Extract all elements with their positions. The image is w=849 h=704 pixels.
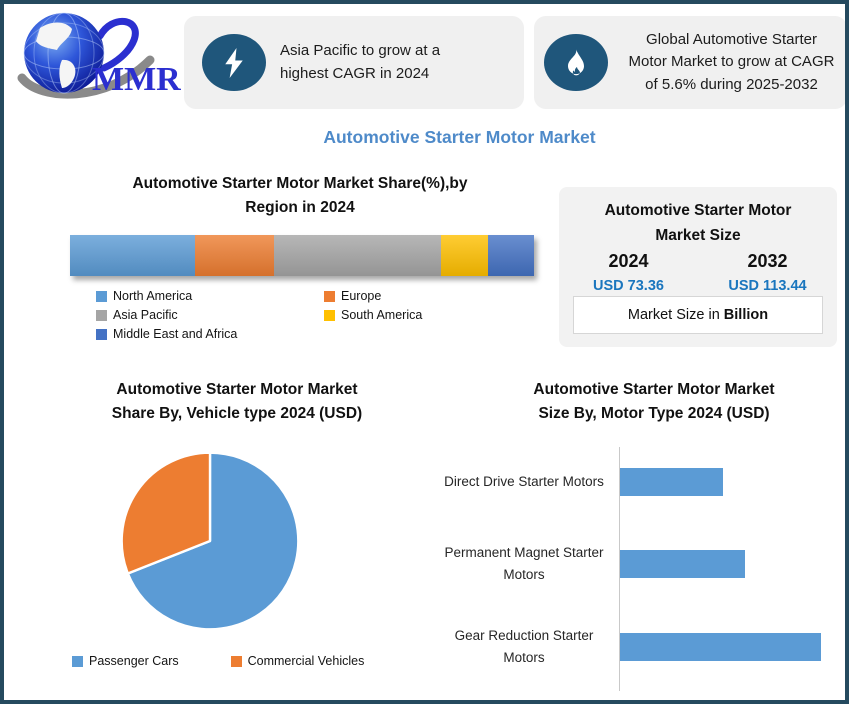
continent-south-america (59, 59, 76, 88)
hbar-bar (620, 550, 745, 578)
legend-label: Asia Pacific (113, 308, 178, 322)
hbar-category-label: Gear Reduction Starter Motors (454, 628, 594, 665)
motor-bar-chart: Direct Drive Starter Motors Permanent Mag… (434, 447, 839, 695)
text-line: Region in 2024 (245, 199, 355, 217)
pie-slice-1 (120, 451, 212, 575)
legend-label: South America (341, 308, 423, 322)
legend-item: Passenger Cars (72, 654, 179, 668)
legend-label: North America (113, 289, 193, 303)
logo-swoosh (17, 55, 155, 99)
market-size-values: USD 73.36 USD 113.44 (559, 278, 837, 294)
market-size-footnote: Market Size in Billion (573, 296, 823, 334)
legend-swatch-icon (230, 655, 242, 667)
text-line: Share By, Vehicle type 2024 (USD) (111, 405, 363, 423)
text-line: of 5.6% during 2025-2032 (645, 75, 818, 93)
legend-swatch-icon (96, 328, 107, 340)
text-line: Market Size (655, 226, 741, 244)
text-line: Automotive Starter Motor Market (116, 381, 358, 398)
vehicle-pie-chart (120, 451, 300, 631)
bar-segment-0 (70, 235, 196, 276)
vehicle-legend: Passenger Cars Commercial Vehicles (72, 654, 364, 668)
hbar-row: Permanent Magnet Starter Motors (434, 535, 839, 593)
hbar-category-label: Permanent Magnet Starter Motors (444, 545, 604, 582)
text-line: Automotive Starter Motor Market Share(%)… (132, 175, 468, 192)
hbar-category-label: Direct Drive Starter Motors (444, 474, 604, 490)
legend-item: Commercial Vehicles (230, 654, 365, 668)
text-line: Motor Market to grow at CAGR (628, 53, 835, 71)
legend-label: Europe (341, 289, 382, 303)
pie-slice-0 (126, 451, 300, 631)
logo-2-swoosh (96, 17, 139, 72)
mmr-logo: MMR (17, 12, 181, 99)
page-title: Automotive Starter Motor Market (323, 127, 596, 147)
hbar-bar (620, 468, 723, 496)
year-2032: 2032 (747, 250, 788, 271)
pie-slices (120, 451, 300, 631)
flame-icon (544, 34, 608, 91)
hbar-row: Direct Drive Starter Motors (434, 453, 839, 511)
region-stacked-bar (70, 235, 534, 276)
text-line: Global Automotive Starter (646, 30, 817, 48)
value-2032: USD 113.44 (728, 277, 807, 294)
legend-item: Middle East and Africa (96, 327, 324, 341)
text-line: highest CAGR in 2024 (280, 64, 430, 82)
legend-label: Middle East and Africa (113, 327, 238, 341)
hbar-row: Gear Reduction Starter Motors (434, 618, 839, 676)
motor-chart-axis (619, 447, 620, 691)
legend-label: Passenger Cars (89, 654, 179, 668)
legend-swatch-icon (72, 655, 83, 667)
callout-asia-pacific: Asia Pacific to grow at a highest CAGR in… (184, 16, 524, 109)
callout-global-cagr: Global Automotive Starter Motor Market to… (534, 16, 845, 109)
text-line: Automotive Starter Motor (604, 202, 792, 219)
bar-segment-3 (441, 235, 488, 276)
legend-item: Asia Pacific (96, 308, 324, 322)
legend-swatch-icon (324, 290, 335, 302)
market-size-panel: Automotive Starter Motor Market Size 2024… (559, 187, 837, 347)
text-line: Asia Pacific to grow at a (280, 42, 441, 59)
legend-item: North America (96, 289, 324, 303)
legend-item: Europe (324, 289, 536, 303)
continent-north-america (36, 22, 72, 50)
legend-label: Commercial Vehicles (247, 654, 365, 668)
callout-text: Asia Pacific to grow at a highest CAGR in… (280, 40, 440, 85)
value-2024: USD 73.36 (593, 277, 664, 294)
bar-segment-2 (274, 235, 442, 276)
footnote-prefix: Market Size in (627, 307, 724, 323)
legend-swatch-icon (324, 309, 335, 321)
lightning-icon (202, 34, 266, 91)
footnote-bold: Billion (723, 307, 769, 323)
callout-text: Global Automotive Starter Motor Market to… (622, 29, 841, 97)
market-size-title: Automotive Starter Motor Market Size (559, 199, 837, 249)
region-chart-title: Automotive Starter Motor Market Share(%)… (64, 172, 536, 220)
legend-swatch-icon (96, 290, 107, 302)
vehicle-chart-title: Automotive Starter Motor Market Share By,… (52, 378, 422, 426)
text-line: Size By, Motor Type 2024 (USD) (538, 405, 770, 423)
logo-text: MMR (92, 61, 181, 98)
market-size-years: 2024 2032 (559, 251, 837, 272)
legend-item: South America (324, 308, 536, 322)
hbar-bar (620, 633, 821, 661)
region-legend: North America Europe Asia Pacific South Ame… (96, 289, 536, 341)
bar-segment-4 (487, 235, 534, 276)
bar-segment-1 (195, 235, 275, 276)
text-line: Automotive Starter Motor Market (533, 381, 775, 398)
legend-swatch-icon (96, 309, 107, 321)
motor-chart-title: Automotive Starter Motor Market Size By, … (459, 378, 845, 426)
year-2024: 2024 (608, 250, 649, 271)
